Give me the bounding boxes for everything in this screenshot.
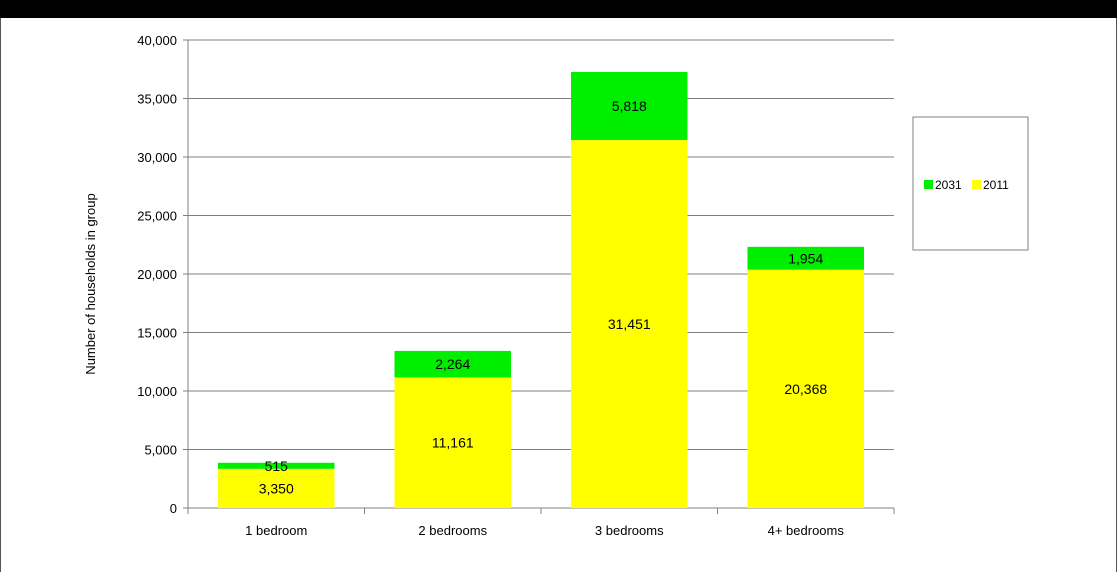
bar-2011-2 [394, 377, 511, 508]
bar-2011-3 [571, 140, 688, 508]
data-label-2031-3: 5,818 [612, 98, 647, 114]
y-tick-label: 15,000 [137, 326, 177, 341]
bar-2031-1 [218, 462, 335, 469]
y-tick-label: 35,000 [137, 92, 177, 107]
y-tick-label: 40,000 [137, 33, 177, 48]
axes: 0 5,000 10,000 15,000 20,000 25,000 30,000 35,0… [137, 33, 895, 538]
data-label-2011-2: 11,161 [432, 435, 474, 451]
y-axis-title: Number of households in group [83, 193, 98, 374]
y-tick-label: 0 [170, 501, 177, 516]
data-label-2011-1: 3,350 [259, 480, 294, 496]
legend-swatch-2031 [924, 180, 933, 189]
bar-2011-1 [218, 468, 335, 508]
bar-2031-4 [747, 246, 864, 270]
bar-2011-4 [747, 269, 864, 508]
y-tick-label: 30,000 [137, 150, 177, 165]
data-labels: 3,350 515 11,161 2,264 31,451 5,818 20,368 1,95… [259, 98, 828, 496]
legend-label-2011: 2011 [983, 178, 1009, 192]
data-label-2031-1: 515 [265, 458, 289, 474]
data-label-2031-4: 1,954 [788, 250, 823, 266]
legend: 2031 2011 [912, 116, 1029, 251]
frame-left-border [0, 18, 1, 572]
y-tick-label: 25,000 [137, 209, 177, 224]
y-tick-label: 20,000 [137, 267, 177, 282]
legend-label-2031: 2031 [935, 178, 962, 192]
top-bar [0, 0, 1117, 18]
y-tick-label: 10,000 [137, 384, 177, 399]
y-tick-label: 5,000 [144, 443, 177, 458]
x-tick-label: 4+ bedrooms [768, 523, 845, 538]
bar-2031-3 [571, 71, 688, 141]
x-tick-label: 1 bedroom [245, 523, 307, 538]
data-label-2011-4: 20,368 [784, 381, 827, 397]
bars [218, 71, 864, 508]
data-label-2031-2: 2,264 [435, 356, 470, 372]
legend-swatch-2011 [972, 180, 981, 189]
x-tick-label: 2 bedrooms [418, 523, 487, 538]
bar-2031-2 [394, 350, 511, 378]
data-label-2011-3: 31,451 [608, 316, 651, 332]
x-tick-label: 3 bedrooms [595, 523, 664, 538]
